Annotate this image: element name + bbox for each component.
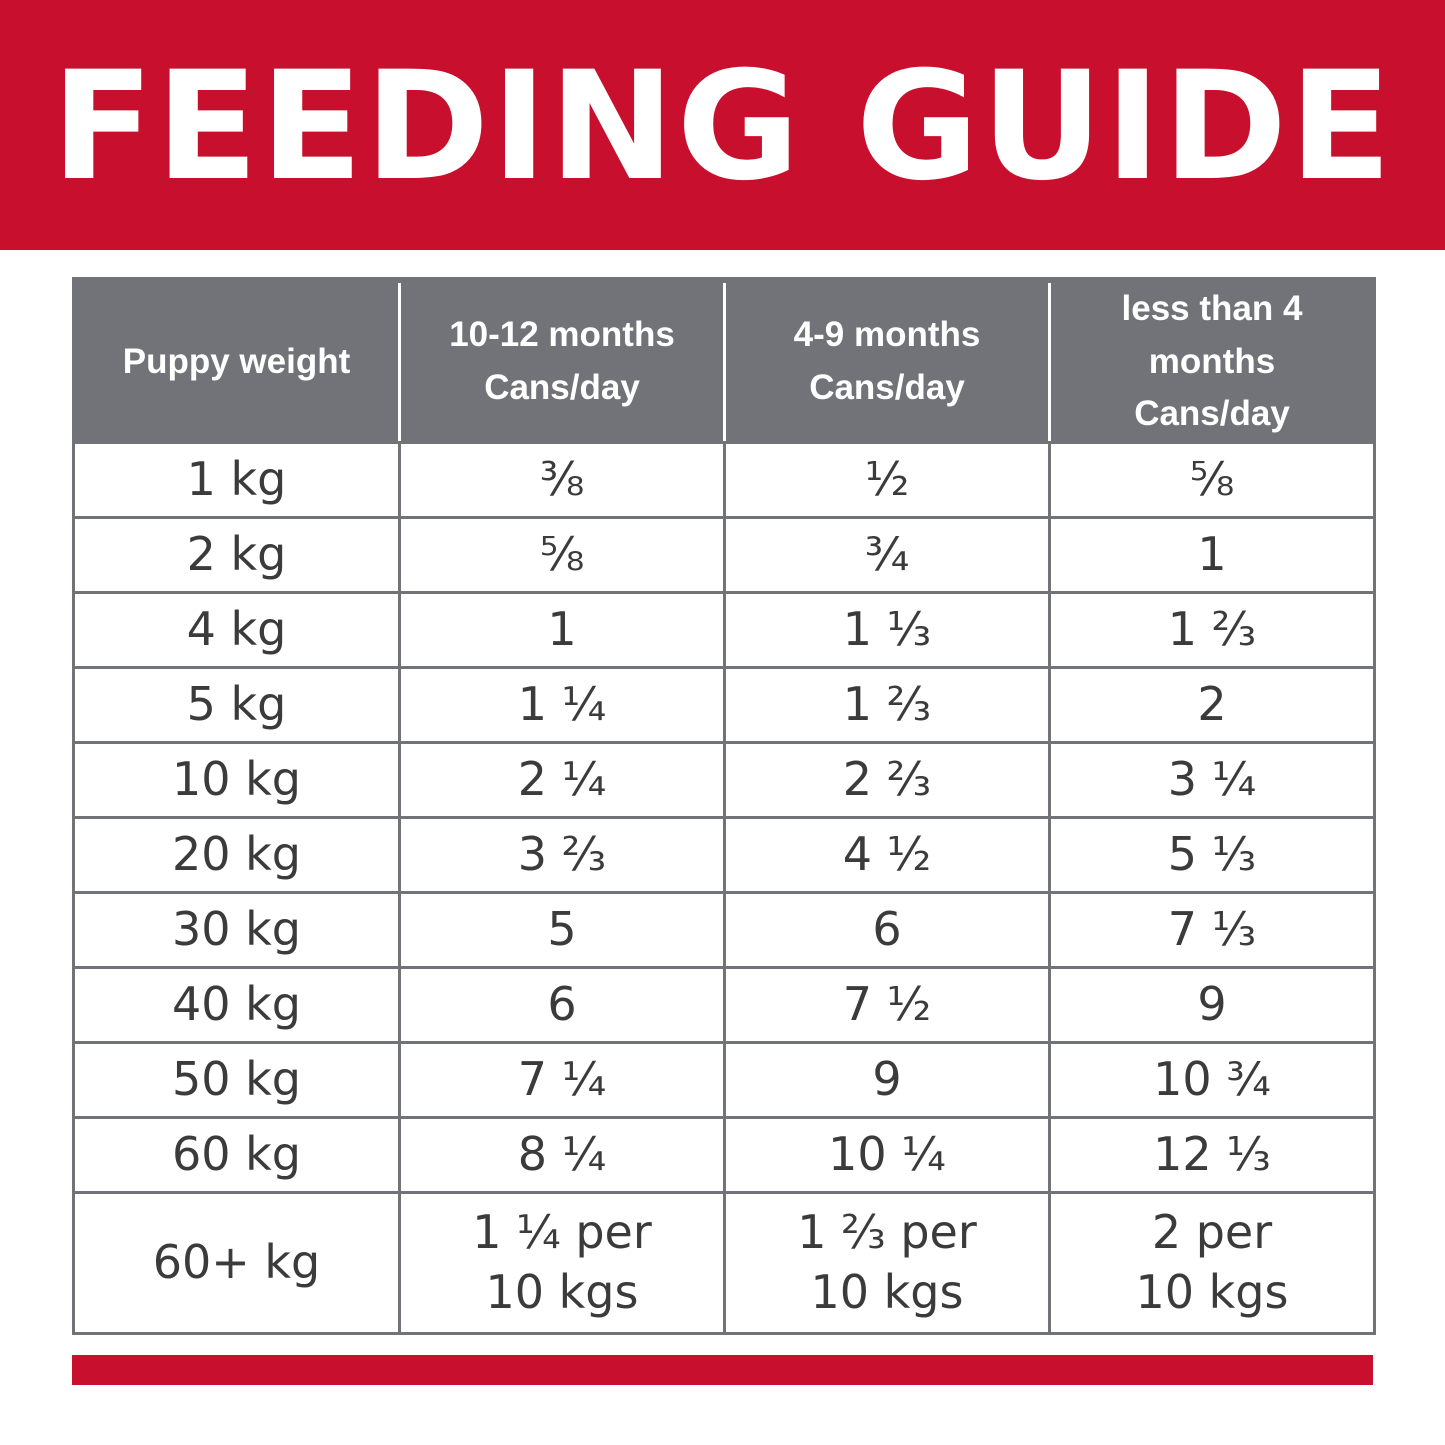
table-row: 2 kg ⅝ ¾ 1 — [72, 515, 1376, 594]
cell-line: 10 kgs — [810, 1265, 964, 1320]
feeding-table: Puppy weight 10-12 months Cans/day 4-9 m… — [72, 277, 1376, 1335]
header-less-than-4-months: less than 4 months Cans/day — [1048, 277, 1376, 444]
weight-cell: 4 kg — [72, 590, 401, 669]
header-sublabel: Cans/day — [1134, 394, 1290, 433]
cell-line: 1 ¼ per — [472, 1205, 652, 1260]
cans-10-12-cell: 7 ¼ — [398, 1040, 726, 1120]
cans-10-12-cell: 3 ⅔ — [398, 815, 726, 894]
weight-cell: 30 kg — [72, 890, 401, 969]
cans-lt4-cell: 12 ⅓ — [1048, 1116, 1376, 1195]
cans-4-9-cell: ½ — [723, 440, 1051, 519]
cans-10-12-cell: 1 ¼ per 10 kgs — [398, 1191, 726, 1335]
cans-4-9-cell: 6 — [723, 890, 1051, 969]
cans-10-12-cell: 5 — [398, 890, 726, 969]
cans-10-12-cell: 6 — [398, 965, 726, 1045]
cans-lt4-cell: 3 ¼ — [1048, 740, 1376, 819]
weight-cell: 50 kg — [72, 1040, 401, 1120]
weight-cell: 60 kg — [72, 1116, 401, 1195]
weight-cell: 10 kg — [72, 740, 401, 819]
header-4-9-months: 4-9 months Cans/day — [723, 277, 1050, 444]
cell-line: 10 kgs — [1135, 1265, 1289, 1320]
cans-4-9-cell: 2 ⅔ — [723, 740, 1051, 819]
weight-cell: 2 kg — [72, 515, 401, 594]
title-banner: FEEDING GUIDE — [0, 0, 1445, 250]
table-row: 4 kg 1 1 ⅓ 1 ⅔ — [72, 590, 1376, 669]
weight-cell: 5 kg — [72, 665, 401, 744]
cell-line: 1 ⅔ per — [797, 1205, 977, 1260]
footer-accent-bar — [72, 1355, 1373, 1385]
cell-line: 2 per — [1151, 1205, 1273, 1260]
cans-10-12-cell: 8 ¼ — [398, 1116, 726, 1195]
cans-4-9-cell: 10 ¼ — [723, 1116, 1051, 1195]
cans-lt4-cell: 7 ⅓ — [1048, 890, 1376, 969]
cans-4-9-cell: 7 ½ — [723, 965, 1051, 1045]
cans-lt4-cell: 9 — [1048, 965, 1376, 1045]
header-sublabel: Cans/day — [484, 367, 640, 407]
cans-lt4-cell: 2 — [1048, 665, 1376, 744]
table-header-row: Puppy weight 10-12 months Cans/day 4-9 m… — [72, 277, 1376, 444]
table-row: 10 kg 2 ¼ 2 ⅔ 3 ¼ — [72, 740, 1376, 819]
header-puppy-weight: Puppy weight — [72, 277, 400, 444]
weight-cell: 1 kg — [72, 440, 401, 519]
cans-4-9-cell: 4 ½ — [723, 815, 1051, 894]
cans-lt4-cell: 5 ⅓ — [1048, 815, 1376, 894]
table-row: 40 kg 6 7 ½ 9 — [72, 965, 1376, 1045]
header-label: 4-9 months — [793, 315, 981, 355]
cans-10-12-cell: ⅜ — [398, 440, 726, 519]
cans-4-9-cell: 9 — [723, 1040, 1051, 1120]
header-label: 10-12 months — [449, 315, 675, 355]
cans-10-12-cell: 1 ¼ — [398, 665, 726, 744]
header-label: less than 4 months — [1121, 289, 1303, 381]
weight-cell: 60+ kg — [72, 1191, 401, 1335]
cans-lt4-cell: 1 — [1048, 515, 1376, 594]
cans-4-9-cell: ¾ — [723, 515, 1051, 594]
cans-10-12-cell: 1 — [398, 590, 726, 669]
cans-lt4-cell: 1 ⅔ — [1048, 590, 1376, 669]
table-row: 60 kg 8 ¼ 10 ¼ 12 ⅓ — [72, 1116, 1376, 1195]
header-sublabel: Cans/day — [809, 367, 965, 407]
table-row: 5 kg 1 ¼ 1 ⅔ 2 — [72, 665, 1376, 744]
cans-10-12-cell: 2 ¼ — [398, 740, 726, 819]
cans-10-12-cell: ⅝ — [398, 515, 726, 594]
cans-lt4-cell: 2 per 10 kgs — [1048, 1191, 1376, 1335]
feeding-table-container: Puppy weight 10-12 months Cans/day 4-9 m… — [72, 277, 1376, 1335]
cans-4-9-cell: 1 ⅔ per 10 kgs — [723, 1191, 1051, 1335]
cans-4-9-cell: 1 ⅔ — [723, 665, 1051, 744]
header-label: Puppy weight — [122, 341, 351, 381]
cell-line: 10 kgs — [485, 1265, 639, 1320]
page-title: FEEDING GUIDE — [51, 40, 1394, 214]
cans-lt4-cell: 10 ¾ — [1048, 1040, 1376, 1120]
table-row: 50 kg 7 ¼ 9 10 ¾ — [72, 1040, 1376, 1120]
weight-cell: 40 kg — [72, 965, 401, 1045]
table-row: 30 kg 5 6 7 ⅓ — [72, 890, 1376, 969]
cans-lt4-cell: ⅝ — [1048, 440, 1376, 519]
weight-cell: 20 kg — [72, 815, 401, 894]
table-row: 1 kg ⅜ ½ ⅝ — [72, 440, 1376, 519]
cans-4-9-cell: 1 ⅓ — [723, 590, 1051, 669]
header-10-12-months: 10-12 months Cans/day — [398, 277, 725, 444]
table-row: 20 kg 3 ⅔ 4 ½ 5 ⅓ — [72, 815, 1376, 894]
table-row-over-60kg: 60+ kg 1 ¼ per 10 kgs 1 ⅔ per 10 kgs 2 p… — [72, 1191, 1376, 1335]
